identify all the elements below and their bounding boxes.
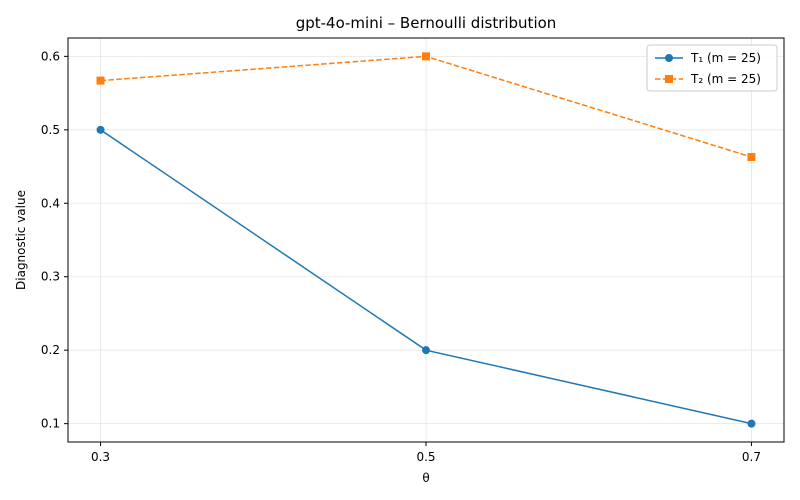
x-axis-label: θ (422, 471, 429, 485)
y-tick-label: 0.1 (41, 417, 60, 431)
y-axis-label: Diagnostic value (14, 190, 28, 290)
y-tick-label: 0.5 (41, 123, 60, 137)
axis-ticks: 0.3 0.5 0.7 0.1 0.2 0.3 0.4 0.5 0.6 (41, 49, 761, 464)
y-tick-label: 0.3 (41, 270, 60, 284)
legend-marker-2 (665, 75, 673, 83)
y-tick-label: 0.6 (41, 49, 60, 63)
legend-marker-1 (665, 54, 673, 62)
x-tick-label: 0.3 (91, 450, 110, 464)
y-tick-label: 0.2 (41, 343, 60, 357)
series-2-point (747, 152, 756, 161)
series-1-point (747, 419, 756, 428)
series-group (96, 52, 756, 428)
grid-lines (68, 38, 784, 442)
series-1-point (422, 346, 430, 355)
series-2-point (422, 52, 430, 61)
legend-label-2: T₂ (m = 25) (690, 72, 761, 86)
y-tick-label: 0.4 (41, 196, 60, 210)
chart-title: gpt-4o-mini – Bernoulli distribution (296, 14, 557, 32)
legend-label-1: T₁ (m = 25) (690, 51, 761, 65)
x-tick-label: 0.7 (742, 450, 761, 464)
series-1-point (96, 125, 105, 134)
series-2-point (96, 76, 105, 85)
legend: T₁ (m = 25) T₂ (m = 25) (646, 44, 778, 92)
x-tick-label: 0.5 (416, 450, 435, 464)
